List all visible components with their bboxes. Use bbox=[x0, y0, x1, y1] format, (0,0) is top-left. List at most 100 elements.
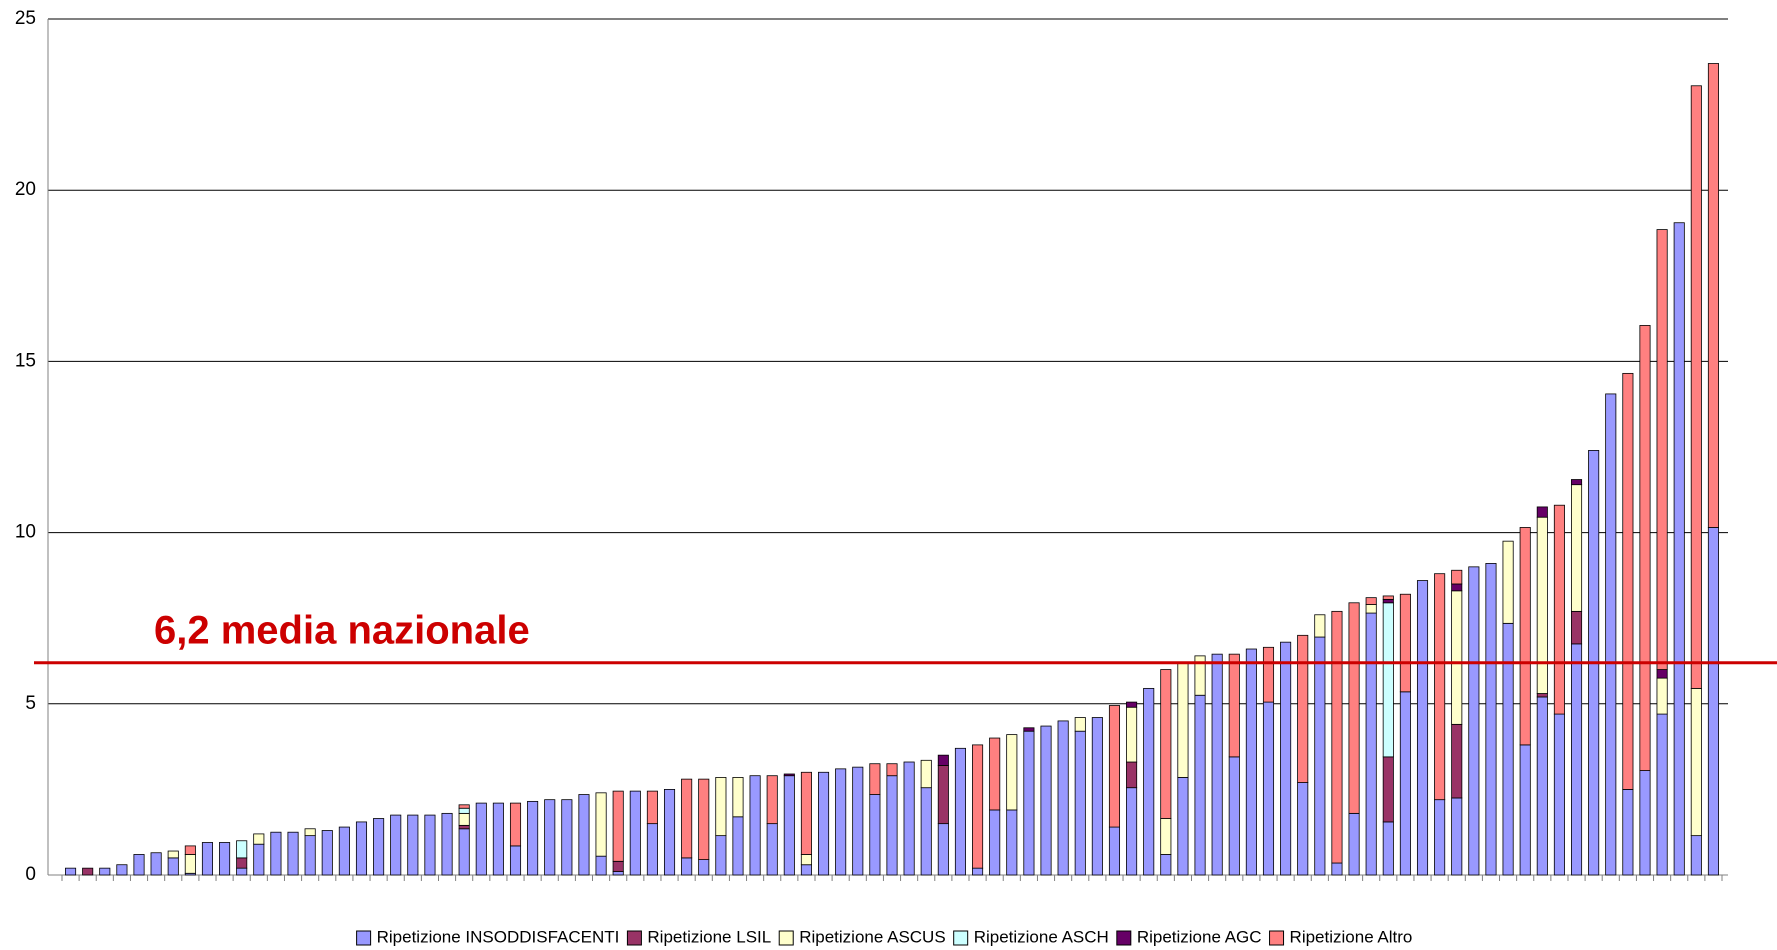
bar-segment bbox=[1228, 756, 1240, 876]
bar-segment bbox=[1331, 610, 1343, 864]
bar-segment bbox=[1331, 862, 1343, 876]
bar-segment bbox=[1451, 590, 1463, 725]
bar-segment bbox=[749, 775, 761, 876]
y-tick-label: 25 bbox=[15, 8, 36, 29]
bar-segment bbox=[1126, 761, 1138, 789]
bar-segment bbox=[184, 854, 196, 874]
bar-segment bbox=[835, 768, 847, 876]
bar-segment bbox=[1126, 787, 1138, 876]
bar-segment bbox=[1451, 797, 1463, 876]
bar-segment bbox=[612, 871, 624, 876]
bar-segment bbox=[800, 854, 812, 866]
y-tick-label: 0 bbox=[25, 864, 36, 885]
bar-segment bbox=[869, 763, 881, 795]
bar-segment bbox=[458, 804, 470, 809]
bar-segment bbox=[1228, 653, 1240, 758]
bar-segment bbox=[1177, 662, 1189, 778]
legend-swatch bbox=[953, 930, 969, 946]
bar-segment bbox=[1639, 325, 1651, 771]
bar-segment bbox=[424, 814, 436, 876]
bar-segment bbox=[561, 799, 573, 876]
bar-segment bbox=[783, 773, 795, 777]
bar-segment bbox=[972, 867, 984, 876]
bar-segment bbox=[270, 831, 282, 876]
bar-segment bbox=[1690, 835, 1702, 876]
bar-segment bbox=[1451, 569, 1463, 585]
bar-segment bbox=[732, 777, 744, 818]
bar-segment bbox=[1108, 705, 1121, 828]
bar-segment bbox=[1074, 717, 1086, 732]
bar-segment bbox=[800, 864, 812, 876]
bar-segment bbox=[1399, 691, 1411, 876]
bar-segment bbox=[800, 771, 812, 855]
bar-segment bbox=[1160, 854, 1172, 876]
legend-swatch bbox=[356, 930, 372, 946]
bar-segment bbox=[1536, 516, 1548, 694]
legend-swatch bbox=[778, 930, 794, 946]
bar-segment bbox=[578, 794, 590, 876]
bar-segment bbox=[1040, 725, 1052, 876]
bar-segment bbox=[236, 857, 248, 869]
bar-segment bbox=[1006, 734, 1018, 811]
bar-segment bbox=[1553, 713, 1565, 876]
bar-segment bbox=[646, 823, 658, 876]
bar-segment bbox=[1434, 799, 1446, 876]
bar-segment bbox=[1399, 593, 1411, 693]
bar-segment bbox=[1194, 694, 1206, 876]
bar-segment bbox=[732, 816, 744, 876]
bar-segment bbox=[1451, 723, 1463, 799]
bar-segment bbox=[681, 857, 693, 876]
bar-segment bbox=[681, 778, 693, 859]
bar-segment bbox=[954, 747, 966, 876]
bar-segment bbox=[1280, 641, 1292, 876]
legend-label: Ripetizione LSIL bbox=[647, 927, 771, 946]
bar-segment bbox=[1297, 782, 1309, 876]
bar-segment bbox=[1143, 687, 1155, 876]
bar-segment bbox=[1451, 583, 1463, 592]
bar-segment bbox=[595, 792, 607, 857]
bar-segment bbox=[612, 860, 624, 872]
bar-segment bbox=[1553, 504, 1565, 715]
bar-segment bbox=[1707, 527, 1719, 876]
bar-segment bbox=[1485, 563, 1497, 876]
bar-segment bbox=[1382, 598, 1394, 604]
bar-segment bbox=[1571, 610, 1583, 645]
bar-segment bbox=[1673, 222, 1685, 876]
bar-segment bbox=[1536, 693, 1548, 698]
bar-segment bbox=[1245, 648, 1257, 876]
bar-segment bbox=[236, 867, 248, 876]
legend-swatch bbox=[1116, 930, 1132, 946]
bar-segment bbox=[1177, 777, 1189, 876]
bar-segment bbox=[818, 771, 830, 876]
bar-segment bbox=[663, 789, 676, 876]
bar-segment bbox=[852, 766, 864, 876]
y-tick-label: 20 bbox=[15, 179, 36, 200]
y-tick-label: 15 bbox=[15, 350, 36, 371]
bar-segment bbox=[715, 777, 727, 837]
bar-segment bbox=[1382, 595, 1394, 600]
bar-segment bbox=[1160, 669, 1172, 819]
bar-segment bbox=[458, 812, 470, 826]
bar-segment bbox=[1348, 812, 1360, 876]
bar-segment bbox=[715, 835, 727, 876]
bar-segment bbox=[766, 775, 778, 825]
bar-segment bbox=[1211, 653, 1223, 876]
bar-segment bbox=[989, 737, 1001, 811]
bar-segment bbox=[1416, 580, 1429, 876]
bar-segment bbox=[1365, 597, 1377, 605]
bar-segment bbox=[1160, 818, 1172, 855]
bar-segment bbox=[1023, 730, 1035, 876]
bar-segment bbox=[1707, 63, 1719, 528]
bar-segment bbox=[1656, 669, 1668, 679]
bar-segment bbox=[1622, 789, 1634, 876]
bar-segment bbox=[304, 828, 316, 837]
bar-segment bbox=[869, 794, 881, 876]
bar-segment bbox=[1639, 770, 1651, 876]
bar-segment bbox=[989, 809, 1001, 876]
bar-segment bbox=[1434, 573, 1446, 801]
bar-segment bbox=[1126, 701, 1138, 708]
bar-segment bbox=[920, 759, 932, 789]
bar-segment bbox=[1091, 717, 1103, 876]
bar-segment bbox=[133, 854, 145, 876]
bar-segment bbox=[1074, 730, 1086, 876]
